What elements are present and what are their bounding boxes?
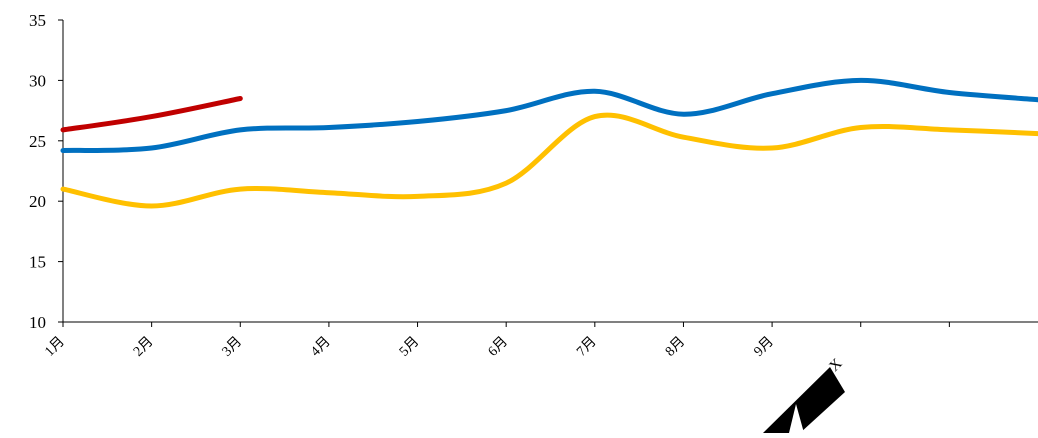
series-line-0 <box>60 96 243 133</box>
y-tick-label: 10 <box>29 313 46 332</box>
y-tick-label: 20 <box>29 192 46 211</box>
overlay-mark: X <box>763 356 846 433</box>
overlay-shape <box>763 367 845 433</box>
y-axis: 10 15 20 25 30 35 <box>29 11 64 332</box>
x-tick-label: 3月 <box>219 334 245 360</box>
y-tick-label: 35 <box>29 11 46 30</box>
x-axis: 1月 2月 3月 4月 5月 6月 7月 8月 9月 <box>42 321 1038 360</box>
x-tick-label: 6月 <box>485 334 511 360</box>
series-line-2 <box>60 112 1038 209</box>
series-line-1 <box>60 77 1038 153</box>
overlay-notch <box>789 404 804 433</box>
x-tick-label: 7月 <box>573 334 599 360</box>
x-tick-label: 8月 <box>662 334 688 360</box>
x-tick-label: 1月 <box>42 334 68 360</box>
y-tick-label: 25 <box>29 132 46 151</box>
x-tick-label: 5月 <box>396 334 422 360</box>
x-tick-label: 4月 <box>308 334 334 360</box>
y-tick-label: 30 <box>29 71 46 90</box>
x-tick-label: 9月 <box>751 334 777 360</box>
y-tick-label: 15 <box>29 253 46 272</box>
series-lines <box>60 77 1038 209</box>
x-tick-label: 2月 <box>130 334 156 360</box>
